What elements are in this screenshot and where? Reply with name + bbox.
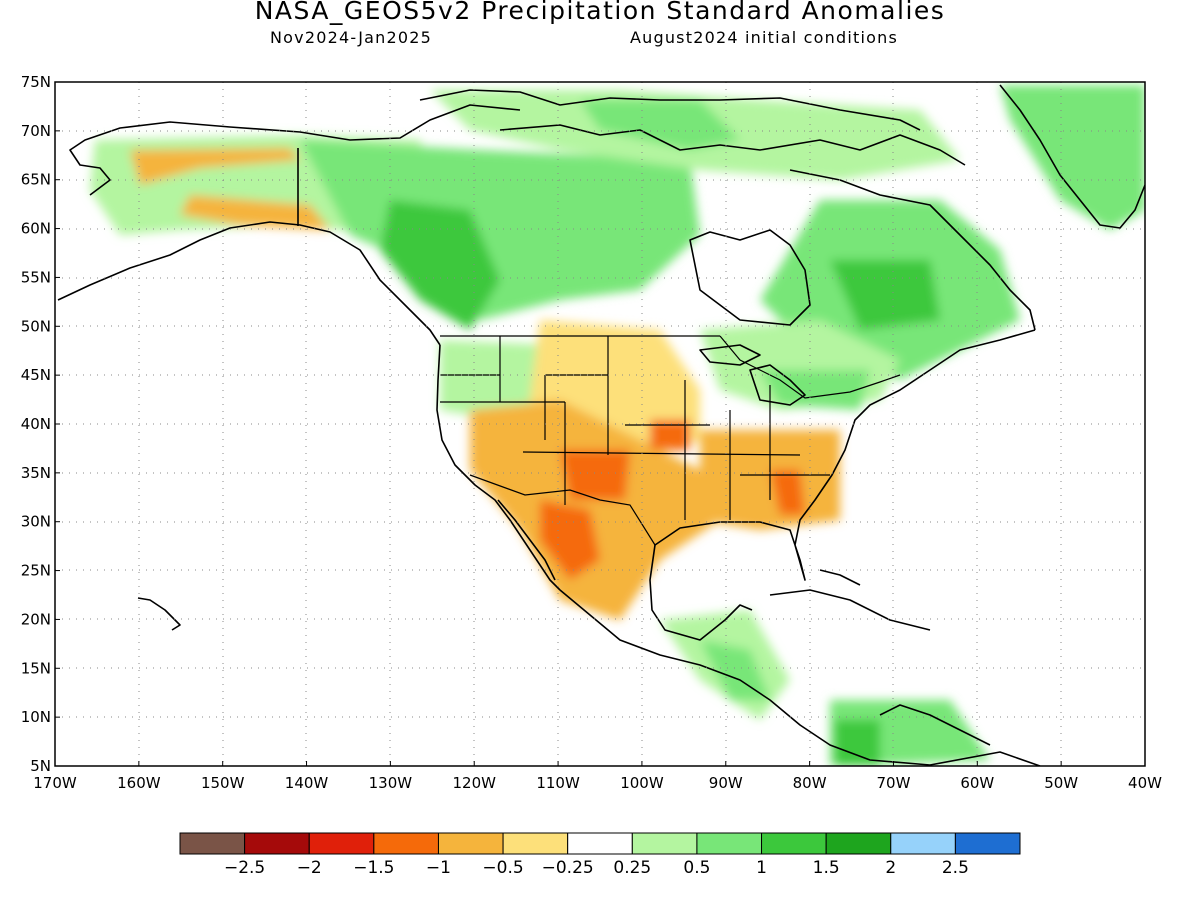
lat-tick-label: 65N bbox=[21, 171, 51, 189]
colorbar-label: −0.25 bbox=[542, 858, 594, 878]
colorbar-label: 1.5 bbox=[813, 858, 840, 878]
lon-tick-label: 60W bbox=[960, 774, 994, 792]
lon-tick-label: 80W bbox=[793, 774, 827, 792]
lon-tick-label: 160W bbox=[117, 774, 161, 792]
colorbar-swatch bbox=[308, 832, 375, 855]
colorbar-label: 2 bbox=[885, 858, 896, 878]
lon-tick-label: 100W bbox=[620, 774, 664, 792]
colorbar-swatch bbox=[437, 832, 504, 855]
colorbar-label: 2.5 bbox=[942, 858, 969, 878]
longitude-axis: 170W 160W 150W 140W 130W 120W 110W 100W 90W 80W 70… bbox=[33, 761, 1162, 792]
initial-conditions: August2024 initial conditions bbox=[630, 28, 898, 47]
lat-tick-label: 70N bbox=[21, 122, 51, 140]
lat-tick-label: 45N bbox=[21, 366, 51, 384]
colorbar-swatch bbox=[244, 832, 310, 855]
lat-tick-label: 15N bbox=[21, 659, 51, 677]
lon-tick-label: 70W bbox=[877, 774, 911, 792]
colorbar-swatch bbox=[373, 832, 439, 855]
political-boundaries bbox=[440, 335, 901, 546]
lat-tick-label: 30N bbox=[21, 513, 51, 531]
colorbar-swatch bbox=[179, 832, 246, 855]
lon-tick-label: 170W bbox=[33, 774, 77, 792]
lat-tick-label: 10N bbox=[21, 708, 51, 726]
colorbar-swatch bbox=[954, 832, 1021, 855]
lat-tick-label: 60N bbox=[21, 220, 51, 238]
lon-tick-label: 120W bbox=[452, 774, 496, 792]
lon-tick-label: 40W bbox=[1128, 774, 1162, 792]
colorbar-swatch bbox=[761, 832, 827, 855]
colorbar: −2.5 −2 −1.5 −1 −0.5 −0.25 0.25 0.5 1 1.5 2 2.5 bbox=[179, 832, 1021, 878]
colorbar-swatch bbox=[696, 832, 763, 855]
colorbar-label: −2 bbox=[297, 858, 322, 878]
colorbar-swatch bbox=[890, 832, 956, 855]
lon-tick-label: 130W bbox=[369, 774, 413, 792]
colorbar-swatch bbox=[631, 832, 698, 855]
colorbar-label: 0.5 bbox=[683, 858, 710, 878]
colorbar-swatch bbox=[567, 832, 633, 855]
lat-tick-label: 75N bbox=[21, 73, 51, 91]
lon-tick-label: 90W bbox=[709, 774, 743, 792]
colorbar-label: −1.5 bbox=[353, 858, 394, 878]
colorbar-label: 1 bbox=[756, 858, 767, 878]
forecast-period: Nov2024-Jan2025 bbox=[270, 28, 432, 47]
colorbar-label: −2.5 bbox=[224, 858, 265, 878]
lon-tick-label: 110W bbox=[536, 774, 580, 792]
lat-tick-label: 20N bbox=[21, 610, 51, 628]
lat-tick-label: 35N bbox=[21, 464, 51, 482]
colorbar-label: −0.5 bbox=[482, 858, 523, 878]
lon-tick-label: 140W bbox=[285, 774, 329, 792]
colorbar-swatch bbox=[502, 832, 569, 855]
coastlines bbox=[57, 84, 1145, 766]
map-area bbox=[55, 82, 1145, 766]
colorbar-label: 0.25 bbox=[613, 858, 651, 878]
lat-tick-label: 5N bbox=[30, 757, 51, 775]
lat-tick-label: 55N bbox=[21, 268, 51, 286]
colorbar-label: −1 bbox=[426, 858, 451, 878]
lon-tick-label: 50W bbox=[1044, 774, 1078, 792]
lat-tick-label: 25N bbox=[21, 562, 51, 580]
anomaly-shading bbox=[90, 85, 1145, 766]
map-title: NASA_GEOS5v2 Precipitation Standard Anom… bbox=[254, 0, 946, 25]
lat-tick-label: 50N bbox=[21, 317, 51, 335]
latitude-axis: 75N 70N 65N 60N 55N 50N 45N 40N 35N 30N 25N 20N 15N 1… bbox=[21, 73, 60, 775]
lat-tick-label: 40N bbox=[21, 415, 51, 433]
colorbar-swatch bbox=[825, 832, 892, 855]
lon-tick-label: 150W bbox=[201, 774, 245, 792]
